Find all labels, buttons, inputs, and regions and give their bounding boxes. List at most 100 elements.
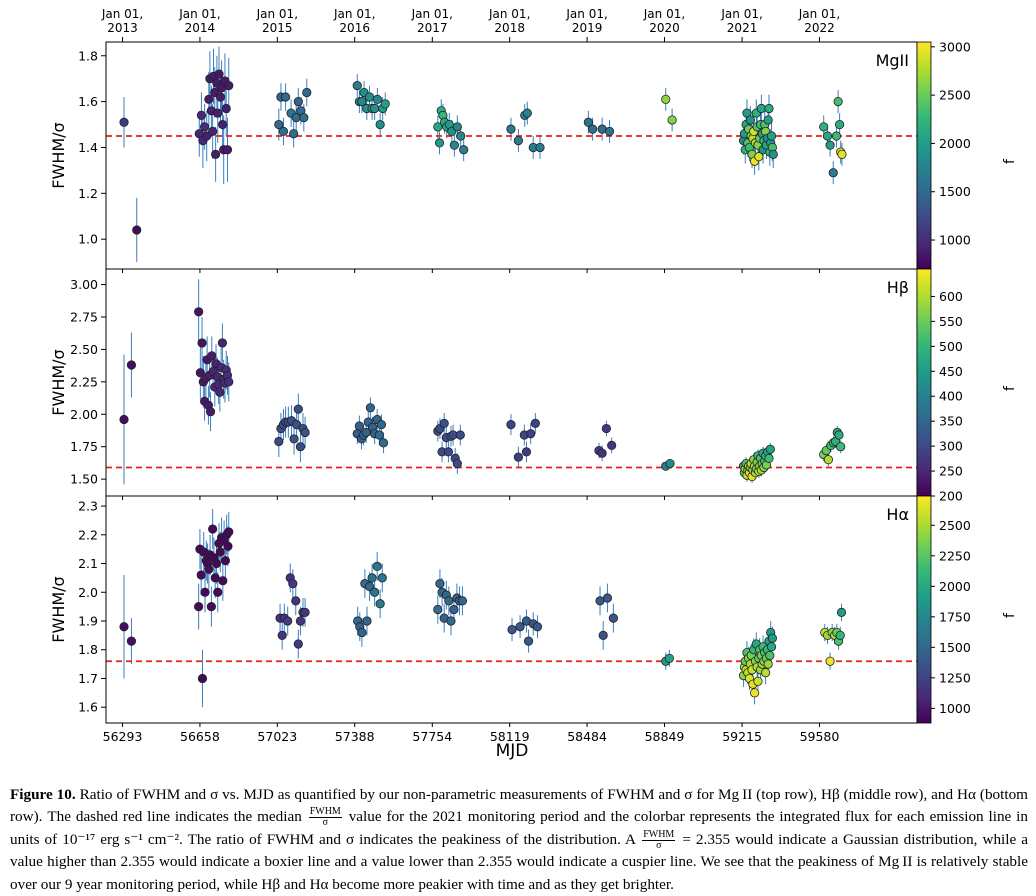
panel-label: Hβ (887, 278, 909, 297)
data-point (197, 338, 207, 348)
y-tick-label: 2.75 (70, 309, 98, 324)
data-point (210, 573, 220, 583)
data-point (197, 673, 208, 684)
panel-label: MgII (876, 51, 909, 70)
data-point (224, 377, 234, 387)
data-point (756, 103, 766, 114)
data-point (607, 440, 617, 451)
data-point (765, 444, 775, 454)
data-point (195, 368, 205, 378)
data-point (280, 92, 291, 102)
data-point (380, 99, 390, 109)
data-point (299, 113, 309, 123)
top-tick-label: 2021 (727, 21, 758, 35)
data-point (354, 421, 364, 431)
data-point (831, 131, 842, 141)
data-point (768, 149, 778, 159)
y-tick-label: 1.6 (78, 94, 98, 109)
data-point (213, 587, 223, 597)
data-point (289, 129, 299, 139)
top-tick-label: 2019 (572, 21, 603, 35)
data-point (295, 616, 306, 626)
y-tick-label: 1.8 (78, 48, 98, 63)
colorbar-tick-label: 1250 (939, 670, 971, 685)
data-point (449, 140, 459, 150)
data-point (837, 149, 847, 159)
data-point (834, 430, 844, 440)
data-point (352, 80, 362, 91)
data-point (377, 573, 387, 583)
top-tick-label: Jan 01, (101, 7, 143, 21)
panel-label: Hα (886, 505, 909, 524)
caption-fraction-2: FWHM σ (642, 829, 676, 851)
colorbar-label: f (1002, 612, 1018, 618)
data-point (218, 576, 228, 586)
y-axis-label: FWHM/σ (49, 122, 68, 188)
data-point (300, 427, 310, 438)
data-point (601, 423, 611, 434)
data-point (375, 599, 385, 609)
panel-3: 1.6 1.7 1.8 1.9 2.0 2.1 2.2 2.3 56293 56658 57023 5… (49, 495, 1018, 744)
data-point (506, 124, 516, 134)
data-point (119, 414, 129, 425)
data-point (761, 668, 771, 678)
data-point (507, 625, 517, 635)
data-point (132, 225, 142, 235)
data-point (204, 94, 214, 104)
chart-panels: 1.0 1.2 1.4 1.6 1.8 FWHM/σ MgII 1000 1500 2000 250… (49, 39, 1018, 744)
data-point (196, 570, 206, 580)
data-point (823, 455, 833, 465)
colorbar-tick-label: 2000 (939, 136, 971, 151)
data-point (457, 596, 468, 606)
data-point (763, 659, 773, 669)
data-point (220, 556, 230, 566)
data-point (274, 436, 284, 447)
data-point (291, 596, 301, 606)
data-point (452, 458, 462, 469)
x-tick-label: 59215 (722, 729, 762, 744)
data-point (449, 604, 459, 615)
data-point (300, 607, 310, 617)
data-point (378, 438, 389, 448)
colorbar-tick-label: 1000 (939, 233, 971, 248)
y-tick-label: 2.25 (70, 374, 98, 389)
data-point (374, 430, 384, 440)
data-point (455, 430, 465, 440)
colorbar-tick-label: 2000 (939, 579, 971, 594)
data-point (211, 558, 222, 569)
data-point (119, 117, 129, 127)
data-point (207, 351, 217, 361)
data-point (439, 418, 449, 428)
data-point (206, 602, 216, 612)
data-point (274, 119, 284, 130)
data-point (208, 126, 218, 137)
data-point (217, 338, 228, 348)
data-point (513, 135, 523, 146)
y-tick-label: 3.00 (70, 277, 98, 292)
x-axis-label: MJD (496, 741, 529, 761)
data-point (370, 587, 380, 597)
data-point (745, 115, 755, 125)
fraction-denominator: σ (656, 839, 662, 851)
data-point (205, 407, 216, 417)
y-tick-label: 2.50 (70, 342, 98, 357)
data-point (288, 579, 298, 589)
data-point (204, 564, 214, 574)
top-tick-label: Jan 01, (411, 7, 453, 21)
data-point (522, 108, 532, 118)
data-point (836, 442, 846, 452)
data-point (126, 636, 137, 646)
colorbar-tick-label: 1750 (939, 609, 971, 624)
data-point (370, 103, 380, 114)
top-tick-label: Jan 01, (565, 7, 607, 21)
colorbar-tick-label: 600 (939, 289, 963, 304)
data-point (357, 97, 367, 107)
x-tick-label: 57388 (335, 729, 375, 744)
data-point (523, 636, 534, 646)
data-point (667, 115, 677, 125)
colorbar-tick-label: 1500 (939, 640, 971, 655)
colorbar-tick-label: 2500 (939, 518, 971, 533)
colorbar-tick-label: 400 (939, 389, 963, 404)
x-tick-label: 58484 (567, 729, 607, 744)
